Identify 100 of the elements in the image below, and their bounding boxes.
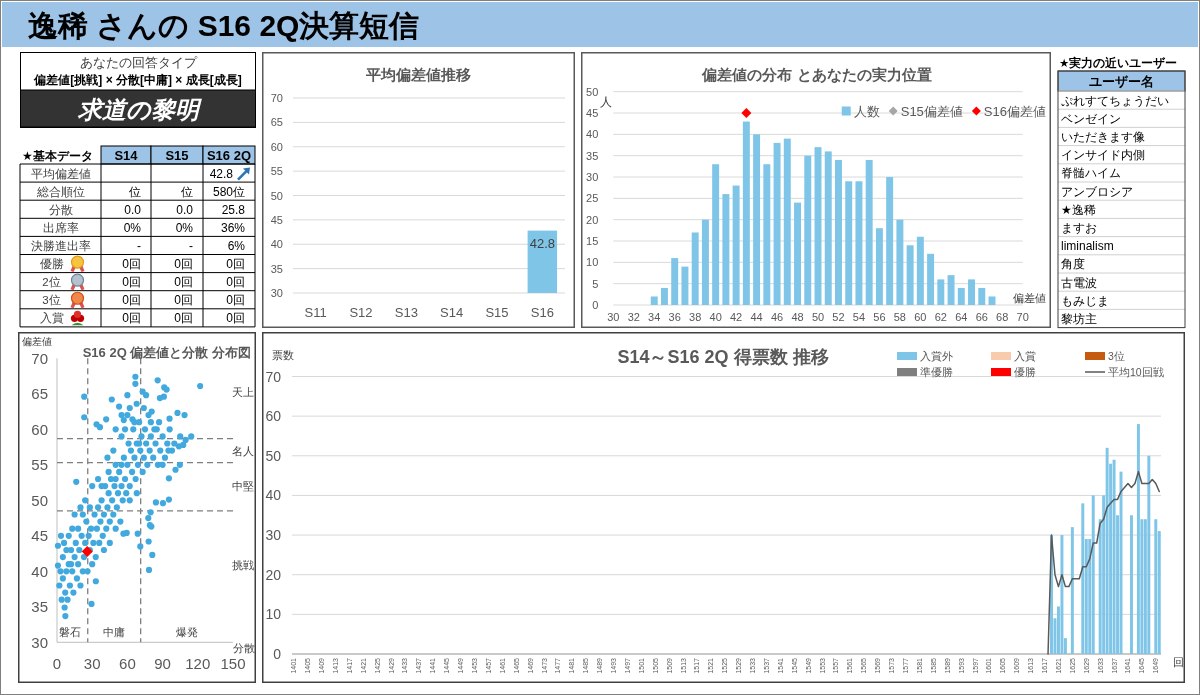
- x-axis-title: 分散: [233, 642, 255, 654]
- x-tick-label: 62: [934, 311, 947, 323]
- y-tick-label: 65: [31, 385, 48, 403]
- y-tick-label: 20: [586, 213, 599, 226]
- x-tick-label: S12: [349, 304, 373, 320]
- legend-label: S15偏差値: [900, 103, 963, 119]
- text: 位: [181, 184, 193, 199]
- bar: [732, 185, 740, 305]
- category-label: S14: [114, 148, 139, 163]
- x-tick-label: 54: [852, 311, 866, 323]
- chart-title: S14～S16 2Q 得票数 推移: [617, 347, 829, 367]
- text: 0回: [226, 311, 245, 326]
- y-tick-label: 30: [270, 287, 283, 299]
- x-tick-label: 64: [955, 311, 968, 323]
- y-tick-label: 50: [586, 85, 599, 98]
- x-tick-label: 90: [154, 654, 171, 672]
- y-tick-label: 45: [586, 107, 599, 120]
- x-tick-label: 42: [729, 311, 743, 323]
- text: 角度: [1061, 257, 1085, 272]
- y-tick-label: 20: [265, 566, 282, 583]
- bar: [865, 159, 873, 305]
- x-tick-label: S16: [530, 304, 554, 320]
- y-tick-label: 50: [265, 447, 282, 464]
- bar: [1119, 471, 1123, 654]
- bar: [773, 142, 781, 305]
- legend-label: 3位: [1108, 350, 1125, 362]
- bar: [824, 151, 832, 305]
- text: 0回: [122, 257, 141, 272]
- bar: [988, 296, 996, 305]
- y-tick-label: 5: [592, 277, 599, 290]
- x-tick-label: 68: [996, 311, 1009, 323]
- y-tick-label: 35: [270, 262, 283, 275]
- bar: [681, 266, 689, 305]
- category-label: 総合順位: [36, 185, 85, 198]
- x-axis-title: 回: [1172, 656, 1184, 668]
- y-tick-label: 70: [265, 368, 282, 385]
- x-axis-title: 偏差値: [1013, 292, 1046, 304]
- bar: [886, 177, 894, 305]
- text: 逸稀 さんの S16 2Q決算短信: [28, 8, 420, 42]
- bar: [712, 164, 720, 305]
- bar: [927, 253, 935, 305]
- text: 位: [129, 184, 141, 199]
- y-tick-label: 45: [31, 527, 48, 545]
- chart-title: 平均偏差値推移: [364, 65, 471, 83]
- bar: [1091, 495, 1095, 654]
- y-tick-label: 35: [586, 149, 599, 162]
- y-tick-label: 30: [586, 171, 599, 184]
- bar: [753, 134, 761, 305]
- x-tick-label: 50: [811, 311, 825, 323]
- bar: [1154, 519, 1158, 654]
- annotation: 磐石: [59, 626, 81, 638]
- y-tick-label: 70: [270, 92, 283, 104]
- text: いただきます像: [1061, 130, 1145, 144]
- category-label: 出席率: [42, 221, 79, 234]
- text: 0回: [226, 275, 245, 290]
- text: 0回: [174, 293, 193, 308]
- bar: [834, 159, 842, 305]
- x-tick-label: 56: [873, 311, 886, 323]
- y-tick-label: 40: [586, 128, 599, 141]
- text: 0.0: [124, 202, 141, 217]
- bar: [968, 279, 975, 305]
- bar: [1147, 455, 1151, 654]
- y-tick-label: 60: [270, 140, 283, 153]
- text: ますお: [1061, 221, 1097, 235]
- y-tick-label: 55: [270, 165, 283, 178]
- text: ぷれすてちょうだい: [1061, 93, 1169, 108]
- y-axis-title: 偏差値: [22, 335, 52, 347]
- bar: [763, 164, 771, 305]
- x-tick-label: 32: [627, 311, 640, 323]
- bar: [1060, 535, 1064, 654]
- text: あなたの回答タイプ: [79, 54, 198, 70]
- y-tick-label: 10: [586, 256, 599, 269]
- bar: [691, 232, 699, 305]
- y-axis-title: 人: [600, 95, 612, 109]
- text: 0.0: [176, 202, 193, 217]
- annotation: 名人: [232, 445, 254, 457]
- text: 0回: [174, 311, 193, 326]
- bar: [978, 287, 986, 305]
- text: ベンゼイン: [1061, 111, 1121, 126]
- bar: [742, 121, 750, 305]
- annotation: 天上: [232, 386, 254, 398]
- bar: [1136, 424, 1140, 654]
- y-tick-label: 70: [31, 349, 48, 367]
- y-axis-title: 票数: [272, 349, 294, 361]
- legend-label: 入賞外: [920, 350, 953, 362]
- category-label: 優勝: [39, 258, 64, 271]
- bar: [1081, 503, 1085, 654]
- text: 6%: [227, 238, 245, 253]
- text: 0回: [122, 293, 141, 308]
- text: 0回: [226, 293, 245, 308]
- x-tick-label: 0: [52, 654, 62, 672]
- category-label: 2位: [42, 276, 61, 289]
- x-tick-label: S11: [304, 304, 327, 320]
- x-tick-label: 40: [709, 311, 722, 323]
- text: アンブロシア: [1061, 184, 1133, 199]
- y-tick-label: 25: [586, 192, 599, 205]
- x-tick-label: S13: [394, 304, 418, 320]
- category-label: 3位: [42, 294, 61, 307]
- x-tick-label: S15: [485, 304, 509, 320]
- bar: [804, 155, 812, 305]
